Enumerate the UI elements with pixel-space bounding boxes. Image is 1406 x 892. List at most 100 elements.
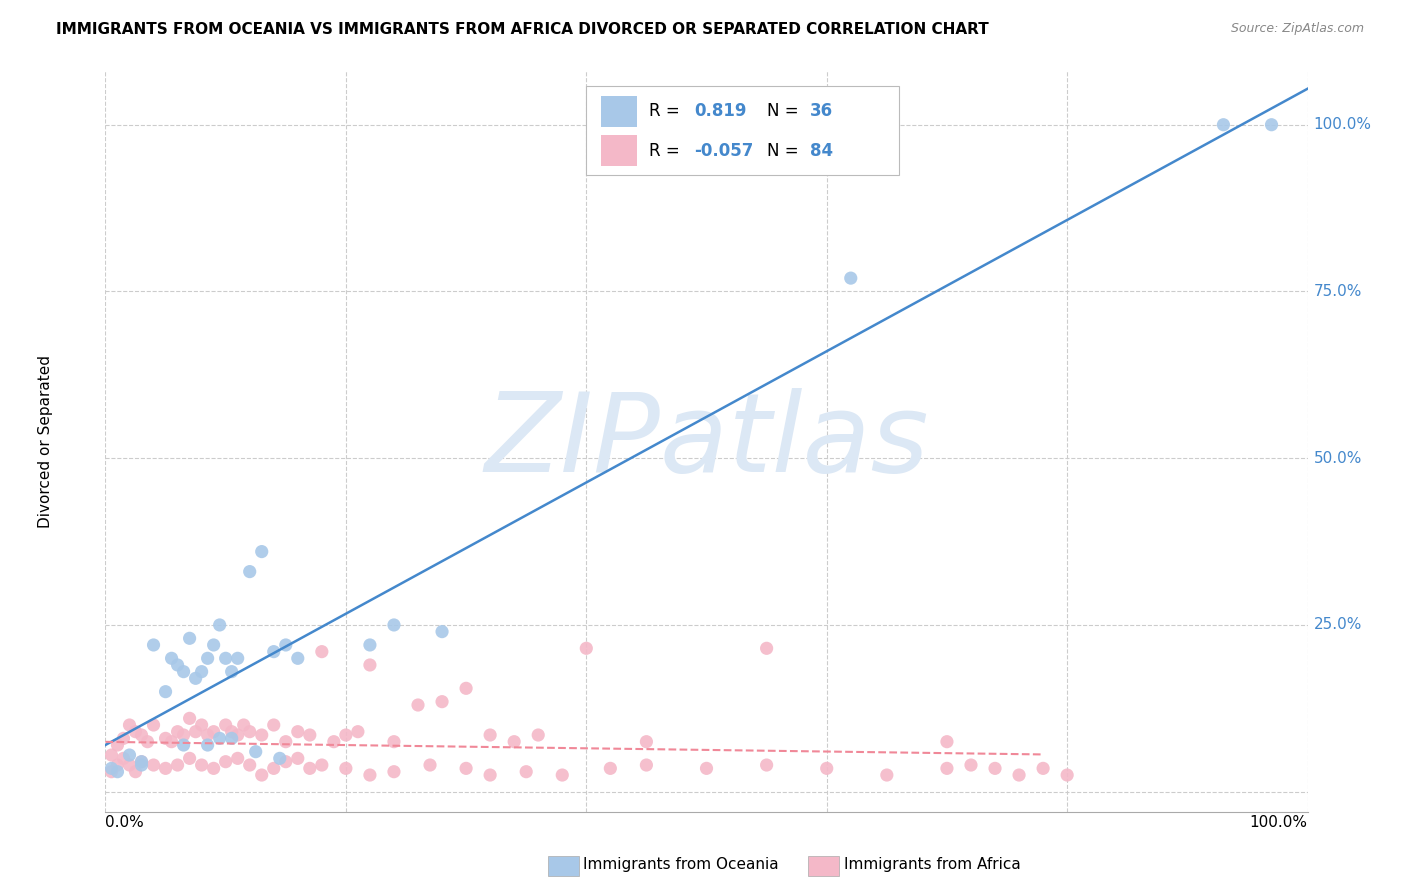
Point <box>202 724 225 739</box>
Point <box>359 638 381 652</box>
Point <box>107 764 129 779</box>
Point <box>263 761 285 775</box>
Point <box>118 747 141 762</box>
Point <box>190 758 212 772</box>
Text: ZIPatlas: ZIPatlas <box>484 388 929 495</box>
FancyBboxPatch shape <box>600 95 637 127</box>
Point <box>166 758 188 772</box>
Point <box>226 728 249 742</box>
Point <box>179 711 201 725</box>
Point <box>184 671 207 685</box>
Point <box>173 738 195 752</box>
Point <box>239 565 262 579</box>
Point <box>815 761 838 775</box>
Point <box>936 734 959 748</box>
Point <box>197 738 219 752</box>
Point <box>118 718 141 732</box>
Text: IMMIGRANTS FROM OCEANIA VS IMMIGRANTS FROM AFRICA DIVORCED OR SEPARATED CORRELAT: IMMIGRANTS FROM OCEANIA VS IMMIGRANTS FR… <box>56 22 988 37</box>
Point <box>347 724 370 739</box>
Point <box>263 645 285 659</box>
Point <box>131 755 153 769</box>
Point <box>221 731 243 746</box>
Point <box>166 657 188 672</box>
Text: 0.0%: 0.0% <box>105 815 145 830</box>
Point <box>527 728 550 742</box>
Point <box>454 681 477 696</box>
Point <box>454 761 477 775</box>
Point <box>202 761 225 775</box>
Point <box>755 758 778 772</box>
Point <box>382 734 405 748</box>
Point <box>839 271 862 285</box>
Point <box>131 755 153 769</box>
Point <box>239 724 262 739</box>
Text: R =: R = <box>648 142 685 160</box>
Point <box>274 734 297 748</box>
Point <box>755 641 778 656</box>
Text: 100.0%: 100.0% <box>1250 815 1308 830</box>
Point <box>179 632 201 646</box>
Point <box>382 618 405 632</box>
Point <box>190 718 212 732</box>
Point <box>245 745 267 759</box>
Point <box>575 641 598 656</box>
Point <box>232 718 254 732</box>
Point <box>636 734 658 748</box>
Point <box>142 758 165 772</box>
Point <box>100 761 122 775</box>
Point <box>311 758 333 772</box>
Point <box>287 724 309 739</box>
Point <box>1056 768 1078 782</box>
Point <box>406 698 429 712</box>
Text: Immigrants from Oceania: Immigrants from Oceania <box>583 857 779 871</box>
Text: -0.057: -0.057 <box>695 142 754 160</box>
Point <box>202 638 225 652</box>
Point <box>287 751 309 765</box>
Point <box>112 731 135 746</box>
Point <box>155 731 177 746</box>
Point <box>298 761 321 775</box>
Point <box>214 718 236 732</box>
Point <box>173 665 195 679</box>
Point <box>503 734 526 748</box>
Point <box>142 718 165 732</box>
Point <box>221 724 243 739</box>
Point <box>298 728 321 742</box>
Point <box>250 768 273 782</box>
FancyBboxPatch shape <box>586 87 898 175</box>
Point <box>335 761 357 775</box>
Point <box>359 657 381 672</box>
Text: Source: ZipAtlas.com: Source: ZipAtlas.com <box>1230 22 1364 36</box>
Point <box>160 734 183 748</box>
Point <box>131 758 153 772</box>
Point <box>274 638 297 652</box>
Point <box>287 651 309 665</box>
Point <box>155 761 177 775</box>
Point <box>479 728 502 742</box>
Point <box>322 734 344 748</box>
Point <box>107 758 129 772</box>
Text: Immigrants from Africa: Immigrants from Africa <box>844 857 1021 871</box>
Point <box>599 761 621 775</box>
Point <box>311 645 333 659</box>
Point <box>142 638 165 652</box>
Point <box>250 544 273 558</box>
Text: N =: N = <box>766 102 803 120</box>
Point <box>179 751 201 765</box>
Point <box>269 751 291 765</box>
Point <box>1008 768 1031 782</box>
Point <box>197 728 219 742</box>
Point <box>124 724 146 739</box>
Point <box>208 618 231 632</box>
Point <box>118 758 141 772</box>
Point <box>359 768 381 782</box>
Point <box>214 651 236 665</box>
FancyBboxPatch shape <box>600 135 637 166</box>
Text: 84: 84 <box>810 142 832 160</box>
Point <box>696 761 718 775</box>
Text: 50.0%: 50.0% <box>1313 450 1362 466</box>
Point <box>239 758 262 772</box>
Text: Divorced or Separated: Divorced or Separated <box>38 355 53 528</box>
Point <box>430 624 453 639</box>
Point <box>221 665 243 679</box>
